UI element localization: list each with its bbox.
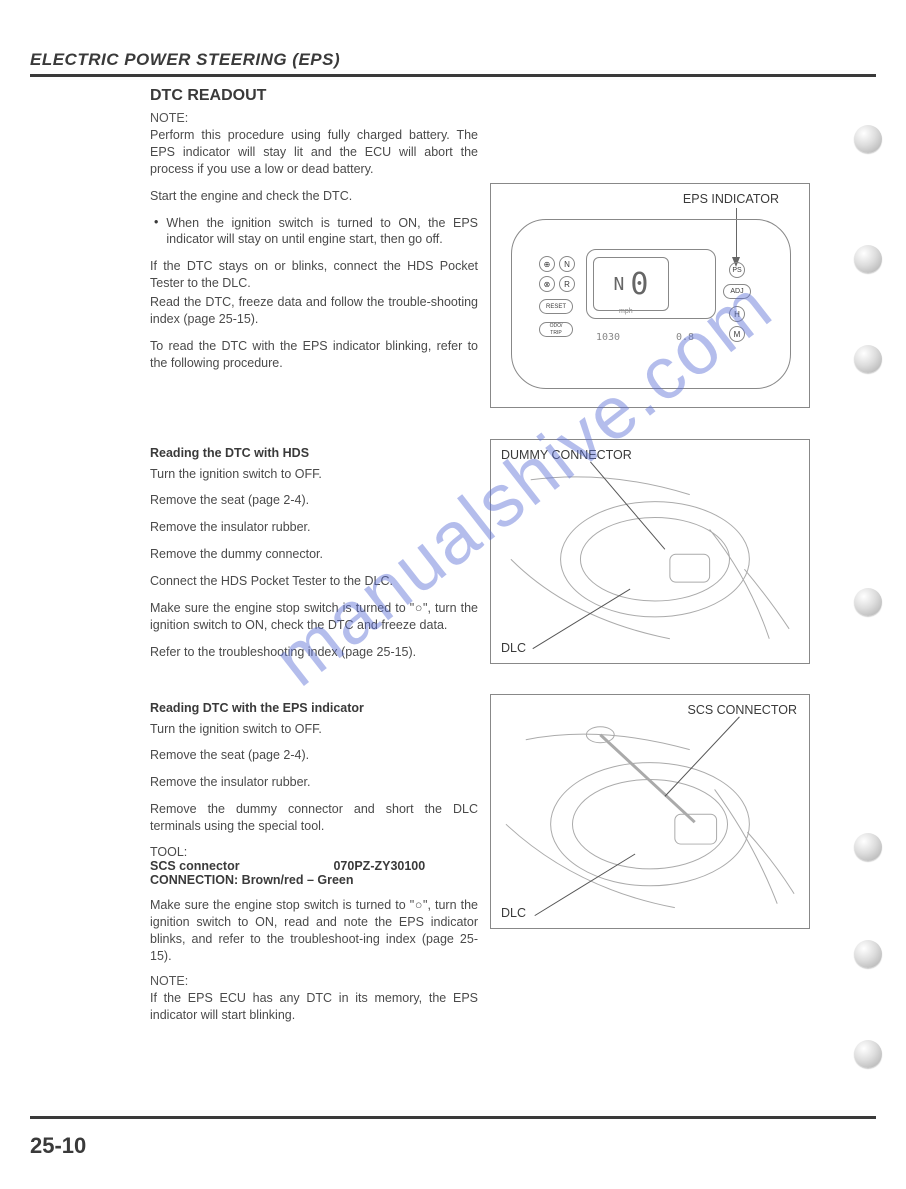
tool-part: 070PZ-ZY30100 (333, 859, 425, 873)
figure-dummy-connector: DUMMY CONNECTOR DLC (490, 439, 810, 664)
unit-label: mph (619, 308, 633, 315)
eps-p3: Remove the insulator rubber. (150, 774, 478, 791)
dash-btn-adj: ADJ (723, 284, 751, 299)
binder-hole (854, 588, 882, 616)
eps-p1: Turn the ignition switch to OFF. (150, 721, 478, 738)
binder-hole (854, 833, 882, 861)
dash-btn-h: H (729, 306, 745, 322)
intro-note: Perform this procedure using fully charg… (150, 127, 478, 178)
footer-rule (30, 1116, 876, 1119)
hds-heading: Reading the DTC with HDS (150, 446, 478, 460)
speed-value: 0 (630, 267, 648, 302)
hds-p6: Make sure the engine stop switch is turn… (150, 600, 478, 634)
fig1-callout: EPS INDICATOR (683, 192, 779, 206)
dash-btn-temp: ⊗ (539, 276, 555, 292)
figure-eps-indicator: EPS INDICATOR N 0 mph 1030 0.8 ⊕ N ⊗ R R… (490, 183, 810, 408)
tool-label: TOOL: (150, 845, 478, 859)
p-start-engine: Start the engine and check the DTC. (150, 188, 478, 205)
binder-hole (854, 345, 882, 373)
gear-indicator: N (614, 274, 625, 295)
p-if-dtc-stays: If the DTC stays on or blinks, connect t… (150, 258, 478, 292)
eps-p6: If the EPS ECU has any DTC in its memory… (150, 990, 478, 1024)
p-to-read: To read the DTC with the EPS indicator b… (150, 338, 478, 372)
dash-btn-indicator: ⊕ (539, 256, 555, 272)
note-label: NOTE: (150, 111, 478, 125)
eps-heading: Reading DTC with the EPS indicator (150, 701, 478, 715)
hds-p3: Remove the insulator rubber. (150, 519, 478, 536)
dash-display: N 0 (593, 257, 669, 311)
dash-btn-reset: RESET (539, 299, 573, 314)
diagram-lines (491, 440, 809, 664)
hds-p5: Connect the HDS Pocket Tester to the DLC… (150, 573, 478, 590)
bullet-ignition: • When the ignition switch is turned to … (154, 215, 478, 249)
dash-btn-odo: ODO/ TRIP (539, 322, 573, 337)
eps-p2: Remove the seat (page 2-4). (150, 747, 478, 764)
note-label-2: NOTE: (150, 974, 478, 988)
dash-btn-m: M (729, 326, 745, 342)
page-number: 25-10 (30, 1133, 86, 1159)
eps-p4: Remove the dummy connector and short the… (150, 801, 478, 835)
p-read-dtc: Read the DTC, freeze data and follow the… (150, 294, 478, 328)
tool-conn: CONNECTION: Brown/red – Green (150, 873, 478, 887)
chapter-title: ELECTRIC POWER STEERING (EPS) (30, 50, 876, 77)
section-title: DTC READOUT (150, 87, 478, 105)
eps-p5: Make sure the engine stop switch is turn… (150, 897, 478, 965)
bullet-text: When the ignition switch is turned to ON… (166, 215, 478, 249)
hds-p4: Remove the dummy connector. (150, 546, 478, 563)
binder-hole (854, 245, 882, 273)
hds-p1: Turn the ignition switch to OFF. (150, 466, 478, 483)
bullet-mark: • (154, 215, 158, 249)
binder-hole (854, 940, 882, 968)
dash-btn-n: N (559, 256, 575, 272)
tool-block: TOOL: SCS connector 070PZ-ZY30100 CONNEC… (150, 845, 478, 887)
tool-name: SCS connector (150, 859, 330, 873)
binder-hole (854, 125, 882, 153)
hds-p2: Remove the seat (page 2-4). (150, 492, 478, 509)
hds-p7: Refer to the troubleshooting index (page… (150, 644, 478, 661)
trip-value: 0.8 (676, 332, 694, 343)
dash-btn-ps: PS (729, 262, 745, 278)
binder-hole (854, 1040, 882, 1068)
dash-btn-r: R (559, 276, 575, 292)
diagram-lines-2 (491, 695, 809, 929)
odo-value: 1030 (596, 332, 620, 343)
figure-scs-connector: SCS CONNECTOR DLC (490, 694, 810, 929)
